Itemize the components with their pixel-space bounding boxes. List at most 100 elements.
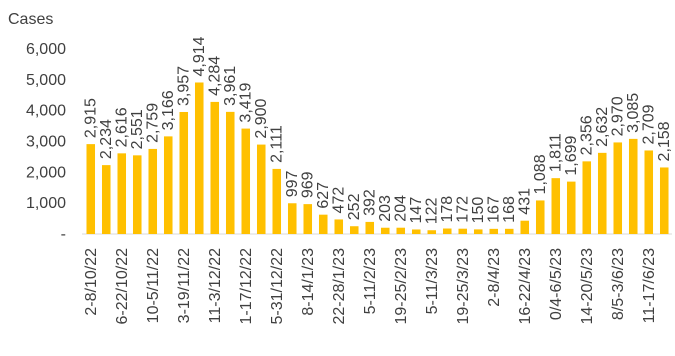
- data-label: 4,914: [191, 36, 208, 76]
- data-label: 168: [501, 196, 518, 223]
- data-label: 2,632: [594, 107, 611, 147]
- bar: [349, 226, 359, 234]
- bar: [504, 228, 514, 234]
- data-label: 3,419: [238, 82, 255, 122]
- bar: [396, 227, 406, 234]
- bar: [241, 128, 251, 234]
- data-label: 252: [346, 193, 363, 220]
- x-tick-label: 0/4-6/5/23: [548, 248, 565, 320]
- bar: [582, 161, 592, 234]
- bar: [597, 152, 607, 234]
- data-label: 2,970: [610, 96, 627, 136]
- x-tick-label: 10-5/11/22: [145, 248, 162, 323]
- data-label: 3,957: [176, 66, 193, 106]
- bar: [442, 228, 452, 234]
- x-tick-label: 14-20/5/23: [579, 248, 596, 325]
- x-tick-label: 19-25/3/23: [455, 248, 472, 325]
- y-tick-label: 4,000: [26, 103, 66, 120]
- bar: [101, 165, 111, 234]
- data-label: 472: [331, 187, 348, 214]
- x-tick-label: 1-17/12/22: [238, 248, 255, 325]
- data-label: 2,111: [269, 125, 286, 163]
- data-label: 2,915: [83, 98, 100, 138]
- data-label: 122: [424, 197, 441, 224]
- data-label: 627: [315, 182, 332, 209]
- data-label: 178: [439, 196, 456, 223]
- y-tick-label: 1,000: [26, 195, 66, 212]
- data-label: 147: [408, 197, 425, 224]
- bar: [628, 138, 638, 234]
- bar: [163, 136, 173, 234]
- data-label: 2,356: [579, 115, 596, 155]
- x-tick-label: 6-22/10/22: [114, 248, 131, 325]
- bar: [427, 230, 437, 234]
- data-labels: 2,9152,2342,6162,5512,7593,1663,9574,914…: [83, 36, 674, 224]
- data-label: 431: [517, 188, 534, 215]
- data-label: 2,759: [145, 103, 162, 143]
- data-label: 203: [377, 195, 394, 222]
- bar: [380, 227, 390, 234]
- data-label: 204: [393, 195, 410, 222]
- x-tick-label: 16-22/4/23: [517, 248, 534, 325]
- x-tick-label: 8-14/1/23: [300, 248, 317, 316]
- bar: [117, 153, 127, 234]
- bar: [566, 181, 576, 234]
- bar: [303, 204, 313, 234]
- data-label: 1,811: [548, 133, 565, 172]
- x-tick-label: 3-19/11/22: [176, 248, 193, 323]
- bar: [179, 111, 189, 234]
- x-tick-label: 8/5-3/6/23: [610, 248, 627, 320]
- bar: [458, 228, 468, 234]
- x-axis-ticks: 2-8/10/22 6-22/10/22 10-5/11/22 3-19/11/22 1…: [83, 248, 658, 325]
- bar: [272, 168, 282, 234]
- x-tick-label: 2-8/4/23: [486, 248, 503, 307]
- x-tick-label: 5-31/12/22: [269, 248, 286, 325]
- data-label: 997: [284, 170, 301, 197]
- bar: [411, 229, 421, 234]
- data-label: 3,961: [222, 66, 239, 106]
- y-tick-label: 5,000: [26, 72, 66, 89]
- bar: [365, 221, 375, 234]
- x-tick-label: 11-3/12/22: [207, 248, 224, 323]
- data-label: 3,166: [160, 90, 177, 130]
- x-tick-label: 5-11/2/23: [362, 248, 379, 315]
- bar: [225, 111, 235, 234]
- bar: [256, 144, 266, 234]
- data-label: 2,234: [98, 119, 115, 159]
- data-label: 4,284: [207, 56, 224, 96]
- data-label: 1,088: [532, 154, 549, 194]
- bar: [489, 228, 499, 234]
- x-tick-label: 2-8/10/22: [83, 248, 100, 316]
- data-label: 392: [362, 189, 379, 216]
- bar: [535, 200, 545, 234]
- data-label: 2,900: [253, 98, 270, 138]
- data-label: 969: [300, 171, 317, 198]
- x-tick-label: 5-11/3/23: [424, 248, 441, 315]
- bar: [551, 178, 561, 234]
- x-tick-label: 11-17/6/23: [641, 248, 658, 323]
- data-label: 167: [486, 196, 503, 223]
- bar: [520, 220, 530, 234]
- y-axis-title: Cases: [8, 11, 53, 28]
- bar: [644, 150, 654, 234]
- bar: [318, 214, 328, 234]
- y-tick-label: 6,000: [26, 41, 66, 58]
- bar: [194, 82, 204, 235]
- x-tick-label: 19-25/2/23: [393, 248, 410, 325]
- x-tick-label: 22-28/1/23: [331, 248, 348, 325]
- y-tick-label: 2,000: [26, 164, 66, 181]
- bar: [613, 142, 623, 234]
- data-label: 172: [455, 196, 472, 223]
- data-label: 150: [470, 197, 487, 224]
- bar: [148, 148, 158, 234]
- bar: [132, 155, 142, 234]
- y-axis-ticks: - 1,000 2,000 3,000 4,000 5,000 6,000: [26, 41, 66, 243]
- bar: [334, 219, 344, 234]
- bar: [659, 167, 669, 234]
- data-label: 2,551: [129, 109, 146, 149]
- y-tick-label: -: [61, 226, 66, 243]
- data-label: 2,709: [641, 104, 658, 144]
- y-tick-label: 3,000: [26, 134, 66, 151]
- data-label: 2,158: [656, 121, 673, 161]
